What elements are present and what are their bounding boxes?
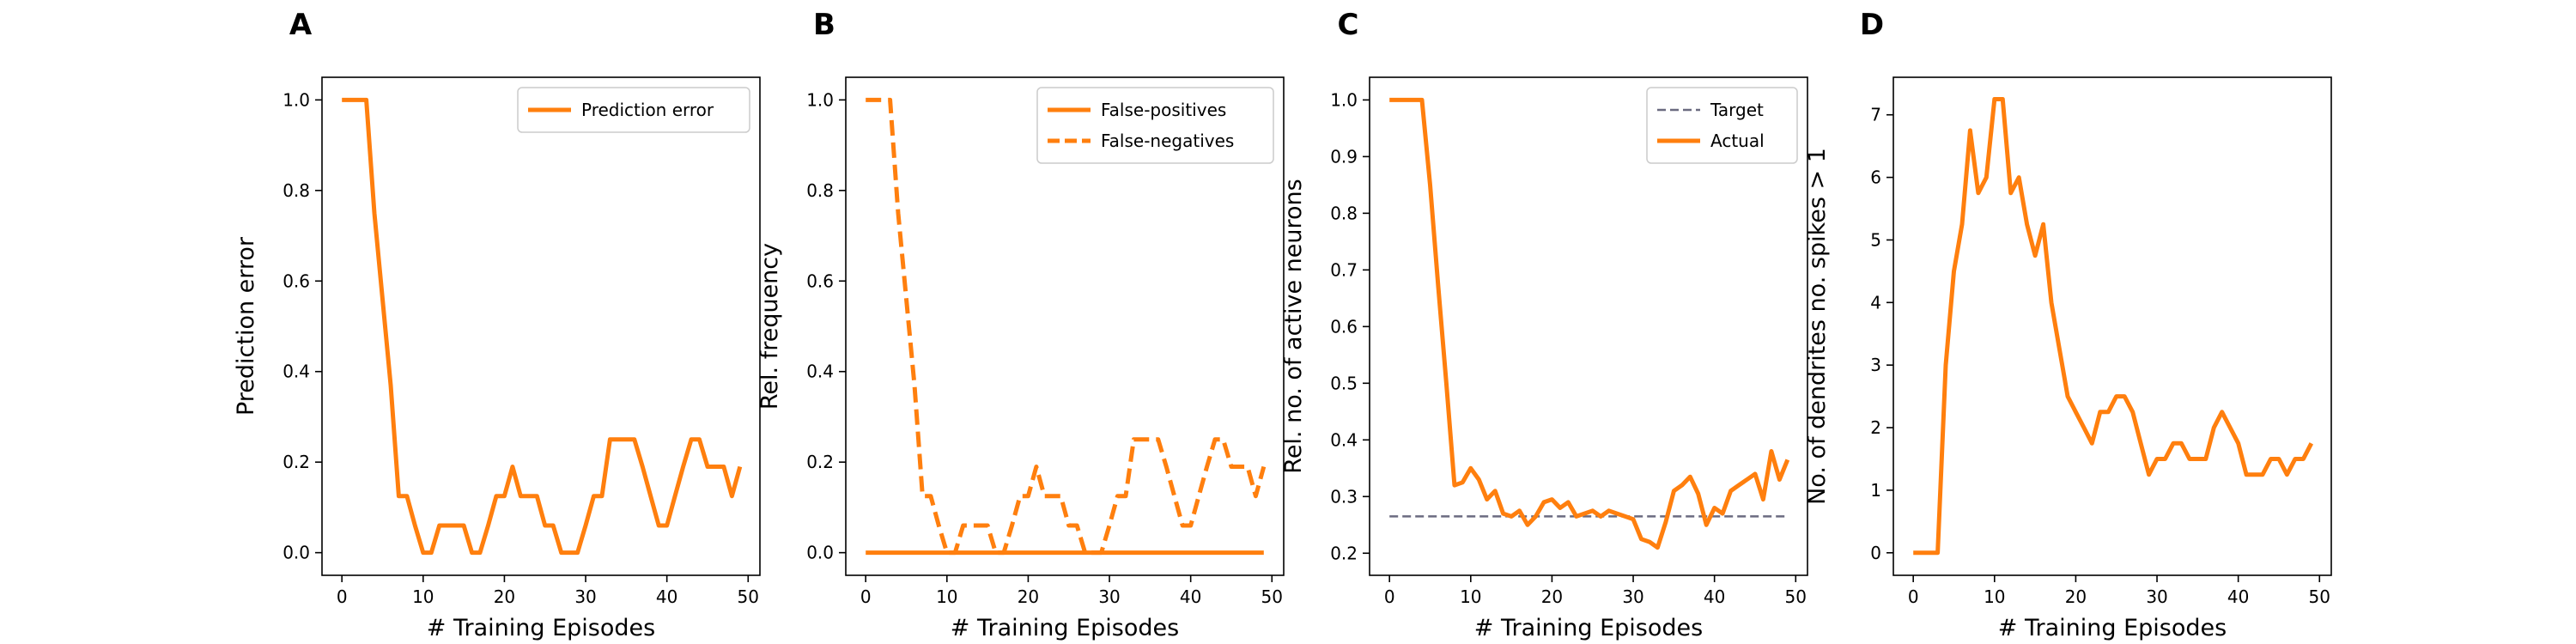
y-tick-label: 1.0 <box>806 89 834 110</box>
y-tick-label: 1 <box>1870 480 1881 501</box>
y-tick-label: 5 <box>1870 229 1881 250</box>
x-tick-label: 30 <box>2146 586 2167 607</box>
chart-panel-c: C 0 10 20 30 40 50 0.2 0.3 0.4 0.5 0.6 0.7 0.8 0.9 1.0 #… <box>1280 8 1808 641</box>
chart-panel-b: B 0 10 20 30 40 50 0.0 0.2 0.4 0.6 0.8 1.0 # Training… <box>756 8 1285 641</box>
x-tick-label: 30 <box>1098 586 1120 607</box>
y-tick-label: 1.0 <box>1330 89 1358 110</box>
axes-frame <box>321 76 761 576</box>
legend-label: Target <box>1710 100 1764 120</box>
series-line-actual <box>1389 97 1790 550</box>
y-tick-label: 0.5 <box>1330 373 1358 393</box>
legend-label: Actual <box>1710 131 1765 151</box>
series-line-false-negatives <box>866 97 1267 556</box>
y-tick-label: 6 <box>1870 167 1881 188</box>
y-axis-label: No. of dendrites no. spikes > 1 <box>1804 148 1831 505</box>
x-tick-label: 0 <box>860 586 872 607</box>
x-axis-label: # Training Episodes <box>1474 615 1703 641</box>
x-tick-label: 50 <box>2309 586 2330 607</box>
legend-label: False-positives <box>1101 100 1226 120</box>
y-tick-label: 0.6 <box>1330 316 1358 337</box>
x-tick-label: 10 <box>1460 586 1481 607</box>
y-tick-label: 0.2 <box>806 452 834 472</box>
y-tick-label: 0.2 <box>283 452 310 472</box>
x-axis-label: # Training Episodes <box>1998 615 2227 641</box>
legend-label: Prediction error <box>581 100 714 120</box>
y-tick-label: 0.8 <box>283 180 310 201</box>
y-tick-label: 0.2 <box>1330 543 1358 563</box>
x-tick-label: 40 <box>656 586 677 607</box>
y-tick-label: 0.0 <box>283 543 310 563</box>
x-tick-label: 40 <box>1180 586 1201 607</box>
legend-label: False-negatives <box>1101 131 1234 151</box>
panel-label: C <box>1338 8 1359 42</box>
y-tick-label: 2 <box>1870 417 1881 438</box>
y-tick-label: 0.7 <box>1330 259 1358 280</box>
y-tick-label: 0.6 <box>283 270 310 291</box>
axes-frame <box>845 76 1285 576</box>
y-tick-label: 0.9 <box>1330 146 1358 167</box>
legend-box <box>517 87 750 133</box>
x-tick-label: 10 <box>936 586 957 607</box>
panel-label: D <box>1860 8 1884 42</box>
x-tick-label: 30 <box>574 586 596 607</box>
legend-box <box>1036 87 1274 164</box>
x-tick-label: 0 <box>1384 586 1395 607</box>
x-tick-label: 20 <box>494 586 515 607</box>
x-tick-label: 0 <box>337 586 348 607</box>
legend: Target Actual <box>1646 87 1798 164</box>
y-tick-label: 0.6 <box>806 270 834 291</box>
panel-label: A <box>289 8 313 42</box>
y-axis-label: Rel. frequency <box>756 243 783 410</box>
x-axis-label: # Training Episodes <box>427 615 655 641</box>
legend: Prediction error <box>517 87 750 133</box>
y-tick-label: 3 <box>1870 355 1881 375</box>
x-tick-label: 30 <box>1622 586 1643 607</box>
chart-panel-d: D 0 10 20 30 40 50 0 1 2 3 4 5 6 7 # Training Episodes N… <box>1804 8 2332 641</box>
x-tick-label: 20 <box>2065 586 2087 607</box>
y-tick-label: 7 <box>1870 105 1881 125</box>
legend: False-positives False-negatives <box>1036 87 1274 164</box>
series-line-data <box>1913 97 2314 556</box>
y-axis-label: Prediction error <box>233 236 259 416</box>
y-tick-label: 0.4 <box>1330 429 1358 450</box>
x-tick-label: 50 <box>1785 586 1807 607</box>
y-tick-label: 0.4 <box>283 361 310 382</box>
x-tick-label: 40 <box>1704 586 1725 607</box>
x-tick-label: 40 <box>2227 586 2249 607</box>
x-tick-label: 50 <box>1261 586 1283 607</box>
x-tick-label: 20 <box>1018 586 1039 607</box>
y-tick-label: 0.4 <box>806 361 834 382</box>
chart-panel-a: A 0 10 20 30 40 50 0.0 0.2 0.4 0.6 0.8 1.0 # Training… <box>233 8 761 641</box>
panel-label: B <box>813 8 835 42</box>
x-tick-label: 10 <box>412 586 434 607</box>
axes-frame <box>1893 76 2332 576</box>
y-tick-label: 1.0 <box>283 89 310 110</box>
x-axis-label: # Training Episodes <box>951 615 1179 641</box>
y-tick-label: 4 <box>1870 292 1881 313</box>
x-tick-label: 20 <box>1541 586 1563 607</box>
y-axis-label: Rel. no. of active neurons <box>1280 179 1307 473</box>
legend-box <box>1646 87 1798 164</box>
x-tick-label: 50 <box>738 586 759 607</box>
series-line-prediction-error <box>342 97 743 556</box>
y-tick-label: 0 <box>1870 543 1881 563</box>
y-tick-label: 0.8 <box>1330 203 1358 223</box>
x-tick-label: 10 <box>1984 586 2005 607</box>
x-tick-label: 0 <box>1908 586 1919 607</box>
y-tick-label: 0.0 <box>806 543 834 563</box>
y-tick-label: 0.8 <box>806 180 834 201</box>
y-tick-label: 0.3 <box>1330 486 1358 507</box>
